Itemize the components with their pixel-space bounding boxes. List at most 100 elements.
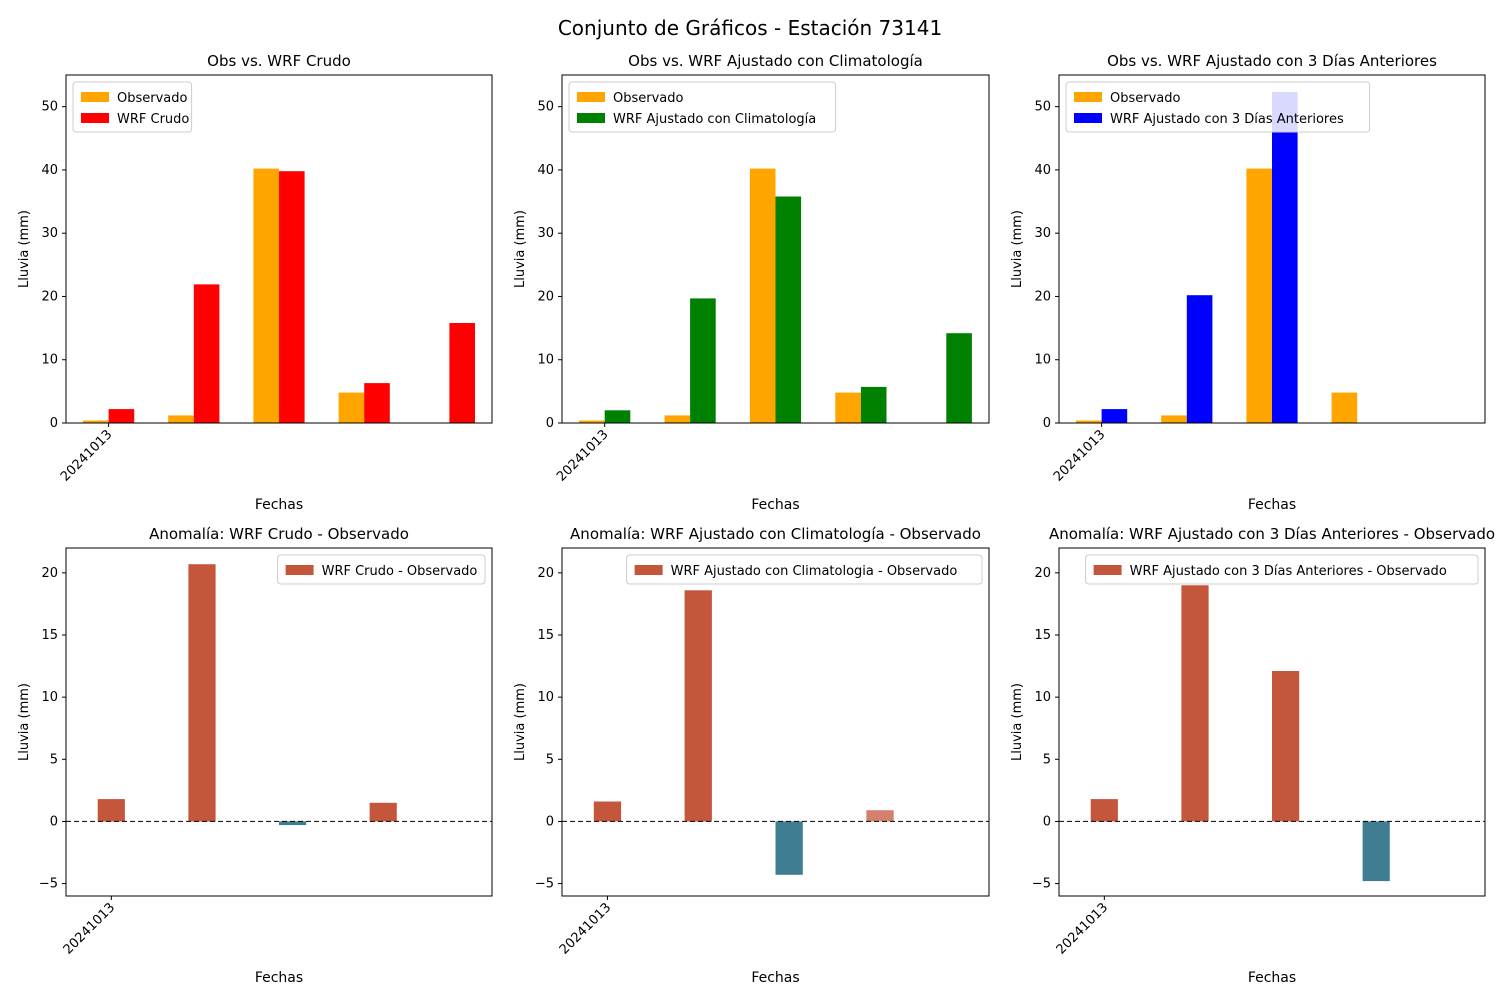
- anomaly-bar: [1181, 585, 1209, 822]
- y-tick-label: 50: [41, 100, 58, 115]
- anomaly-bar: [1272, 671, 1300, 822]
- x-tick-label: 20241013: [61, 900, 118, 957]
- y-tick-label: 30: [537, 226, 554, 241]
- anomaly-bar: [188, 564, 216, 822]
- bar-observed: [338, 392, 365, 423]
- x-axis-label: Fechas: [1248, 497, 1296, 513]
- bar-observed: [749, 168, 776, 423]
- subplot-6: −5 0 5 10 15 20 20241013 Anomalía: WRF Ajustado…: [1010, 525, 1495, 986]
- legend: Observado WRF Ajustado con 3 Días Anterio…: [1065, 81, 1371, 133]
- bar-observed: [168, 415, 194, 423]
- y-tick-label: 20: [1034, 289, 1051, 304]
- legend-box: [277, 554, 486, 585]
- axes-frame: [561, 547, 990, 897]
- bar-observed: [835, 392, 861, 423]
- legend: WRF Crudo - Observado: [277, 554, 486, 585]
- x-tick-label: 20241013: [557, 900, 614, 957]
- x-axis-label: Fechas: [1248, 970, 1296, 986]
- y-tick-label: 10: [537, 690, 554, 705]
- y-tick-label: 15: [1034, 628, 1051, 643]
- axes-frame: [65, 547, 493, 897]
- legend-swatch: [577, 113, 605, 123]
- anomaly-bar: [593, 801, 622, 822]
- x-axis-label: Fechas: [751, 497, 799, 513]
- anomaly-bar: [369, 802, 397, 822]
- bar-model: [690, 298, 716, 423]
- legend-label: WRF Ajustado con Climatología: [613, 112, 816, 127]
- x-tick-label: 20241013: [554, 427, 611, 484]
- bar-observed: [1076, 420, 1102, 423]
- legend-box: [1065, 81, 1371, 133]
- y-tick-label: 0: [50, 416, 58, 431]
- y-tick-label: 10: [1034, 353, 1051, 368]
- x-tick-label: 20241013: [1051, 427, 1108, 484]
- y-tick-label: −5: [1032, 877, 1051, 892]
- subplot-title: Anomalía: WRF Ajustado con 3 Días Anteri…: [1049, 525, 1495, 543]
- legend-swatch: [1074, 92, 1102, 102]
- legend-swatch: [1093, 565, 1122, 575]
- subplot-title: Anomalía: WRF Ajustado con Climatología …: [570, 525, 981, 543]
- bar-model: [604, 410, 631, 423]
- legend-swatch: [634, 565, 663, 575]
- x-tick-label: 20241013: [58, 427, 115, 484]
- bar-model: [860, 386, 887, 423]
- anomaly-bar: [866, 810, 894, 822]
- y-tick-label: 0: [546, 814, 554, 829]
- x-axis-label: Fechas: [255, 970, 303, 986]
- legend-label: WRF Crudo: [117, 112, 189, 127]
- y-axis-label: Lluvia (mm): [513, 210, 528, 288]
- y-tick-label: 5: [1043, 752, 1051, 767]
- legend-box: [568, 81, 837, 133]
- y-tick-label: 0: [1043, 814, 1051, 829]
- y-tick-label: 20: [41, 566, 58, 581]
- bar-observed: [1331, 392, 1358, 423]
- axes-frame: [561, 74, 990, 424]
- x-axis-label: Fechas: [751, 970, 799, 986]
- subplot-2: 0 10 20 30 40 50 20241013 Obs vs. WRF Ajustado …: [513, 52, 990, 513]
- legend-swatch: [285, 565, 314, 575]
- legend: Observado WRF Ajustado con Climatología: [568, 81, 837, 133]
- legend-swatch: [1074, 113, 1102, 123]
- bar-observed: [579, 420, 605, 423]
- bar-model: [449, 323, 475, 423]
- legend-box: [626, 554, 983, 585]
- y-axis-label: Lluvia (mm): [513, 683, 528, 761]
- anomaly-bar: [1090, 799, 1118, 822]
- bar-observed: [83, 420, 109, 423]
- y-tick-label: 5: [546, 752, 554, 767]
- legend-swatch: [577, 92, 605, 102]
- subplot-title: Obs vs. WRF Crudo: [207, 52, 351, 70]
- subplot-1: 0 10 20 30 40 50 20241013 Obs vs. WRF Crudo Fech…: [17, 52, 493, 513]
- y-axis-label: Lluvia (mm): [17, 683, 32, 761]
- anomaly-bar: [279, 821, 307, 826]
- legend: Observado WRF Crudo: [72, 81, 193, 133]
- y-tick-label: 30: [41, 226, 58, 241]
- anomaly-bar: [1362, 821, 1390, 882]
- y-axis-label: Lluvia (mm): [17, 210, 32, 288]
- y-tick-label: 40: [41, 163, 58, 178]
- legend-label: WRF Ajustado con Climatologia - Observad…: [671, 564, 958, 579]
- bar-model: [946, 333, 972, 423]
- bar-model: [1101, 409, 1128, 423]
- subplot-3: 0 10 20 30 40 50 20241013 Obs vs. WRF Ajustado …: [1010, 52, 1486, 513]
- subplot-title: Obs vs. WRF Ajustado con 3 Días Anterior…: [1107, 52, 1437, 70]
- bar-model: [279, 171, 305, 423]
- y-tick-label: 10: [41, 690, 58, 705]
- y-tick-label: 30: [1034, 226, 1051, 241]
- y-tick-label: 50: [1034, 100, 1051, 115]
- y-tick-label: 10: [537, 353, 554, 368]
- bar-model: [775, 196, 802, 423]
- y-tick-label: 15: [537, 628, 554, 643]
- legend: WRF Ajustado con Climatologia - Observad…: [626, 554, 983, 585]
- y-tick-label: 40: [1034, 163, 1051, 178]
- anomaly-bar: [684, 590, 712, 822]
- legend-label: Observado: [117, 91, 188, 106]
- y-tick-label: 10: [41, 353, 58, 368]
- bar-observed: [1246, 168, 1272, 423]
- y-tick-label: 20: [1034, 566, 1051, 581]
- y-axis-label: Lluvia (mm): [1010, 210, 1025, 288]
- anomaly-bar: [97, 799, 125, 822]
- bar-model: [1186, 295, 1213, 423]
